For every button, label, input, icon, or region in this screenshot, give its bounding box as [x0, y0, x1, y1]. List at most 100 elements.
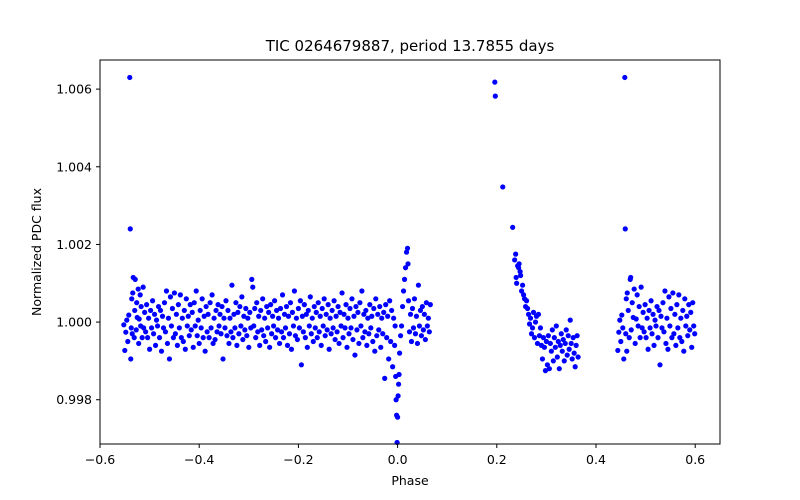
data-point [146, 315, 152, 321]
data-point [197, 307, 203, 314]
data-point [325, 302, 331, 308]
data-point [240, 336, 246, 343]
data-point [663, 340, 669, 347]
data-point [219, 303, 225, 310]
data-point [395, 381, 402, 387]
data-point [641, 329, 647, 335]
y-tick-label: 1.006 [56, 82, 92, 97]
data-point [362, 329, 368, 335]
data-point [615, 347, 621, 354]
data-point [345, 315, 351, 321]
data-point [196, 340, 202, 347]
data-point [653, 323, 659, 329]
data-point [195, 317, 201, 323]
data-point [331, 298, 337, 304]
data-point [342, 325, 348, 331]
data-point [621, 356, 627, 362]
data-point [514, 280, 520, 286]
data-point [635, 323, 641, 329]
y-axis-label: Normalized PDC flux [29, 188, 44, 316]
data-point [628, 327, 634, 333]
data-point [242, 327, 248, 333]
data-point [311, 303, 317, 310]
data-point [298, 362, 304, 368]
data-point [351, 313, 357, 319]
data-point [264, 303, 270, 310]
data-point [133, 327, 139, 333]
data-point [212, 336, 218, 343]
data-point [267, 344, 273, 350]
data-point [226, 340, 232, 347]
y-tick-label: 1.004 [56, 159, 92, 174]
data-point [320, 323, 326, 329]
data-point [246, 344, 252, 350]
data-point [315, 300, 321, 306]
data-point [517, 269, 523, 275]
data-point [293, 315, 300, 321]
data-point [539, 356, 546, 362]
data-point [211, 315, 217, 321]
data-point [300, 329, 306, 335]
data-point [364, 342, 370, 348]
data-point [339, 290, 345, 296]
data-point [134, 300, 140, 306]
data-point [689, 344, 695, 350]
data-point [396, 371, 402, 378]
data-point [389, 307, 395, 314]
data-point [520, 292, 527, 298]
data-point [406, 329, 413, 335]
data-point [531, 335, 538, 341]
data-point [157, 307, 164, 314]
data-point [639, 325, 645, 331]
data-point [392, 323, 398, 329]
data-point [307, 294, 313, 300]
data-point [673, 342, 679, 348]
data-point [655, 335, 661, 341]
data-point [648, 298, 654, 304]
data-point [285, 313, 292, 319]
data-point [532, 319, 539, 325]
data-point [237, 303, 243, 310]
data-point [412, 331, 419, 337]
data-point [272, 335, 279, 341]
data-point [637, 335, 643, 341]
data-point [400, 288, 407, 294]
data-point [353, 303, 359, 310]
data-point [492, 93, 498, 99]
data-point [159, 313, 166, 319]
data-point [280, 335, 287, 341]
data-point [314, 335, 320, 341]
data-point [413, 313, 420, 319]
data-point [286, 331, 293, 337]
data-point [398, 323, 405, 329]
data-point [678, 315, 684, 321]
data-point [297, 298, 303, 304]
data-point [256, 313, 262, 319]
data-point [323, 311, 329, 317]
data-point [221, 315, 227, 321]
data-point [321, 296, 327, 302]
data-point [427, 302, 433, 308]
data-point [316, 329, 322, 335]
data-point [132, 307, 138, 314]
data-point [332, 336, 338, 343]
data-point [417, 307, 424, 314]
data-point [395, 393, 401, 399]
data-point [294, 336, 301, 343]
data-point [333, 313, 339, 319]
data-point [649, 331, 655, 337]
data-point [192, 323, 198, 329]
data-point [513, 251, 519, 257]
data-point [374, 333, 380, 339]
data-point [130, 290, 136, 296]
data-point [127, 226, 133, 232]
data-point [352, 352, 358, 358]
data-point [265, 325, 271, 331]
data-point [231, 311, 237, 317]
data-point [166, 356, 173, 362]
x-tick-label: 0.0 [388, 452, 408, 467]
data-point [301, 302, 307, 308]
data-point [140, 284, 146, 290]
data-point [142, 309, 148, 315]
plot-frame [99, 59, 721, 445]
